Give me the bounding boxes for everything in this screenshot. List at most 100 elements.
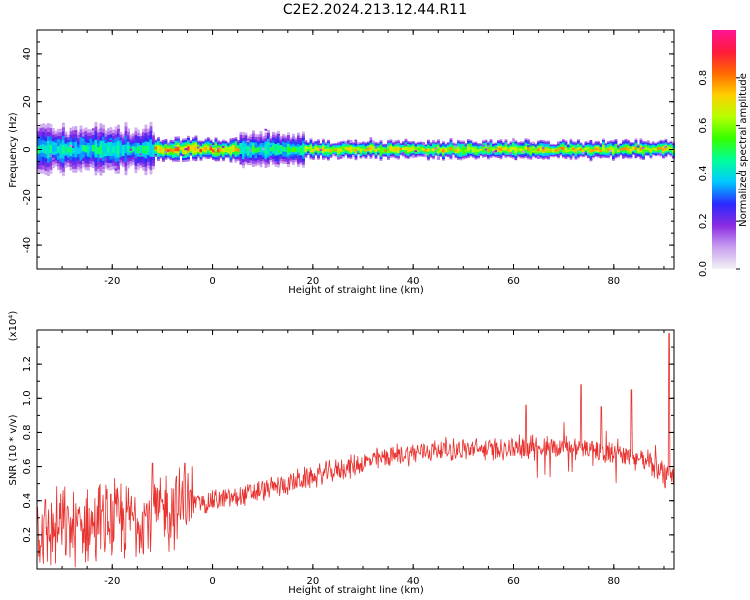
- spectrogram-cell: [414, 150, 417, 153]
- spectrogram-cell: [599, 155, 602, 158]
- spectrogram-cell: [634, 156, 637, 159]
- spectrogram-cell: [472, 148, 475, 152]
- y-tick-label: -20: [22, 189, 33, 205]
- spectrogram-cell: [469, 146, 473, 150]
- spectrogram-cell: [52, 144, 55, 152]
- spectrogram-cell: [532, 142, 535, 145]
- spectrogram-cell: [449, 147, 453, 151]
- spectrogram-cell: [294, 147, 298, 152]
- spectrogram-cell: [274, 146, 278, 153]
- spectrogram-cell: [372, 146, 375, 150]
- spectrogram-cell: [382, 149, 385, 152]
- spectrogram-cell: [609, 150, 612, 153]
- spectrogram-cell: [347, 147, 350, 151]
- spectrogram-cell: [194, 146, 198, 151]
- spectrogram-cell: [597, 147, 600, 151]
- spectrogram-cell: [92, 128, 95, 131]
- spectrogram-cell: [257, 147, 260, 153]
- spectrogram-cell: [49, 154, 52, 157]
- spectrogram-cell: [539, 147, 543, 151]
- snr-y-label: SNR (10 * v/v): [8, 414, 19, 485]
- spectrogram-cell: [514, 158, 517, 161]
- spectrogram-cell: [412, 155, 415, 158]
- spectrogram-cell: [504, 146, 508, 151]
- spectrogram-cell: [232, 146, 235, 151]
- spectrogram-cell: [502, 147, 505, 151]
- x-tick-label: 0: [209, 276, 215, 287]
- spectrogram-cell: [604, 149, 608, 152]
- spectrogram-cell: [652, 147, 655, 150]
- spectrogram-cell: [107, 165, 110, 168]
- colorbar-gradient: [712, 30, 736, 269]
- spectrogram-cell: [59, 147, 63, 155]
- spectrogram-cell: [439, 149, 443, 152]
- spectrogram-cell: [142, 146, 145, 154]
- spectrogram-cell: [287, 146, 290, 153]
- spectrogram-cell: [352, 148, 355, 151]
- spectrogram-cell: [429, 148, 433, 152]
- spectrogram-cell: [602, 146, 605, 150]
- x-tick-label: 60: [507, 276, 520, 287]
- spectrogram-cell: [119, 145, 123, 152]
- spectrogram-cell: [379, 148, 383, 153]
- spectrogram-cell: [267, 145, 270, 152]
- spectrogram-cell: [479, 148, 483, 151]
- spectrogram-cell: [299, 147, 303, 153]
- spectrogram-cell: [522, 148, 525, 152]
- spectrogram-cell: [107, 145, 110, 153]
- spectrogram-cell: [654, 148, 658, 151]
- spectrogram-cell: [114, 146, 118, 155]
- spectrogram-cell: [579, 148, 583, 151]
- spectrogram-cell: [569, 147, 573, 152]
- spectrogram-cell: [124, 144, 128, 154]
- colorbar: 0.0 0.2 0.4 0.6 0.8 Normalized spectral ampl…: [698, 30, 749, 277]
- spectrogram-cell: [669, 147, 673, 150]
- spectrogram-cell: [357, 147, 360, 150]
- spectrogram-cell: [222, 145, 225, 148]
- spectrogram-cell: [344, 147, 348, 150]
- spectrogram-cell: [264, 147, 268, 154]
- spectrogram-cell: [397, 148, 400, 152]
- spectrogram-cell: [414, 148, 418, 152]
- spectrogram-cell: [349, 147, 353, 152]
- spectrogram-cell: [422, 142, 425, 145]
- spectrogram-cell: [109, 140, 112, 143]
- spectrogram-cell: [587, 148, 590, 152]
- spectrogram-cell: [69, 144, 72, 147]
- spectrogram-cell: [57, 146, 60, 153]
- spectrogram-cell: [357, 141, 360, 144]
- colorbar-label: Normalized spectral amplitude: [738, 73, 749, 227]
- spectrogram-cell: [122, 147, 125, 154]
- spectrogram-cell: [399, 148, 403, 151]
- spectrogram-cell: [62, 145, 65, 154]
- spectrogram-cell: [442, 149, 445, 153]
- y-tick-label: 40: [22, 48, 33, 61]
- spectrogram-cell: [84, 165, 87, 168]
- spectrogram-cell: [319, 148, 322, 151]
- spectrogram-cell: [152, 147, 155, 154]
- spectrogram-cell: [134, 146, 138, 155]
- y-tick-label: 1.2: [22, 356, 33, 372]
- spectrogram-cell: [457, 148, 460, 152]
- spectrogram-cell: [209, 147, 213, 151]
- spectrogram-cell: [84, 145, 88, 153]
- spectrogram-cell: [219, 148, 223, 152]
- spectrogram-cell: [179, 141, 182, 144]
- spectrogram-cell: [339, 154, 342, 157]
- spectrogram-cell: [574, 149, 578, 153]
- spectrogram-cell: [619, 148, 623, 151]
- spectrogram-cell: [509, 152, 512, 155]
- spectrogram-cell: [492, 151, 495, 154]
- spectrogram-cell: [529, 149, 533, 153]
- spectrogram-cell: [297, 146, 300, 153]
- spectrogram-cell: [167, 149, 170, 152]
- spectrogram-cell: [494, 150, 497, 153]
- spectrogram-cell: [527, 145, 530, 148]
- spectrogram-cell: [607, 148, 610, 152]
- spectrogram-cell: [277, 146, 280, 153]
- spectrogram-cell: [359, 149, 363, 152]
- spectrogram-cell: [542, 147, 545, 150]
- spectrogram-cell: [522, 150, 525, 153]
- colorbar-tick-label: 0.2: [698, 213, 709, 229]
- spectrogram-cell: [564, 148, 568, 152]
